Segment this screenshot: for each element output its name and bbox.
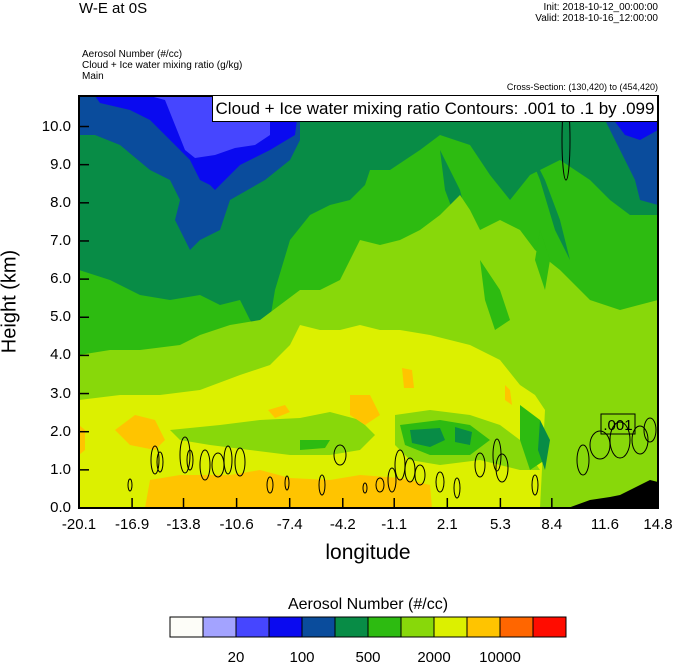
plot-title: W-E at 0S xyxy=(79,0,148,17)
colorbar-label: 2000 xyxy=(417,649,451,666)
colorbar-swatch xyxy=(499,616,534,638)
y-tick-label: 2.0 xyxy=(50,422,71,440)
y-tick-label: 0.0 xyxy=(50,499,71,516)
cross-section-label: Cross-Section: (130,420) to (454,420) xyxy=(506,82,658,92)
x-tick-label: -1.1 xyxy=(381,516,408,533)
colorbar-swatch xyxy=(367,616,402,638)
x-tick-label: -20.1 xyxy=(61,516,97,533)
field-label-aerosol: Aerosol Number (#/cc) xyxy=(82,49,183,60)
y-tick-label: 1.0 xyxy=(50,460,71,478)
colorbar-swatch xyxy=(202,616,237,638)
x-tick-label: -7.4 xyxy=(276,516,303,533)
colorbar-swatch xyxy=(301,616,336,638)
colorbar-title: Aerosol Number (#/cc) xyxy=(287,596,449,613)
x-tick-label: -16.9 xyxy=(114,516,150,533)
x-tick-label: 14.8 xyxy=(643,516,673,533)
y-axis-ticks xyxy=(79,125,89,509)
y-tick-label: 4.0 xyxy=(50,346,71,364)
y-axis-label: Height (km) xyxy=(0,249,21,354)
contour-label: .001 xyxy=(603,417,632,434)
y-tick-label: 9.0 xyxy=(50,155,71,173)
valid-time: Valid: 2018-10-16_12:00:00 xyxy=(535,13,658,24)
x-tick-label: -10.6 xyxy=(219,516,254,533)
colorbar-label: 100 xyxy=(289,649,315,666)
x-tick-label: -4.2 xyxy=(329,516,356,533)
colorbar-swatch xyxy=(466,616,501,638)
x-tick-label: 8.4 xyxy=(541,516,563,533)
colorbar-swatch xyxy=(334,616,369,638)
time-info: Init: 2018-10-12_00:00:00 Valid: 2018-10… xyxy=(535,2,658,24)
y-tick-label: 10.0 xyxy=(41,117,71,135)
contour-info-title: Cloud + Ice water mixing ratio Contours:… xyxy=(212,96,658,122)
colorbar-swatch xyxy=(169,616,204,638)
x-tick-label: 5.3 xyxy=(489,516,511,533)
colorbar-swatch xyxy=(268,616,303,638)
init-time: Init: 2018-10-12_00:00:00 xyxy=(543,2,658,13)
x-axis-ticks xyxy=(78,498,659,508)
colorbar-label: 10000 xyxy=(479,649,521,666)
y-tick-label: 3.0 xyxy=(50,384,71,402)
x-tick-label: 11.6 xyxy=(590,516,619,533)
colorbar-label: 20 xyxy=(227,649,245,666)
y-tick-label: 8.0 xyxy=(50,193,71,211)
fill-dark-green-streak-2 xyxy=(520,130,570,260)
colorbar-swatch xyxy=(235,616,270,638)
y-tick-label: 5.0 xyxy=(50,308,71,326)
field-label-main: Main xyxy=(82,71,104,82)
colorbar xyxy=(169,616,567,638)
fill-mid-green-patches xyxy=(480,230,550,330)
fill-orange-left-edge xyxy=(79,425,85,455)
y-tick-label: 7.0 xyxy=(50,231,71,249)
cloud-contours xyxy=(127,99,657,499)
y-tick-label: 6.0 xyxy=(50,270,71,288)
filled-contours xyxy=(79,96,658,508)
x-axis-label: longitude xyxy=(325,541,411,564)
field-label-cloud: Cloud + Ice water mixing ratio (g/kg) xyxy=(82,60,243,71)
x-tick-label: -13.8 xyxy=(166,516,201,533)
x-tick-label: 2.1 xyxy=(436,516,458,533)
terrain xyxy=(568,480,658,508)
fill-orange-bottom xyxy=(115,368,512,508)
colorbar-swatch xyxy=(400,616,435,638)
colorbar-swatch xyxy=(433,616,468,638)
colorbar-label: 500 xyxy=(355,649,381,666)
colorbar-swatch xyxy=(532,616,567,638)
